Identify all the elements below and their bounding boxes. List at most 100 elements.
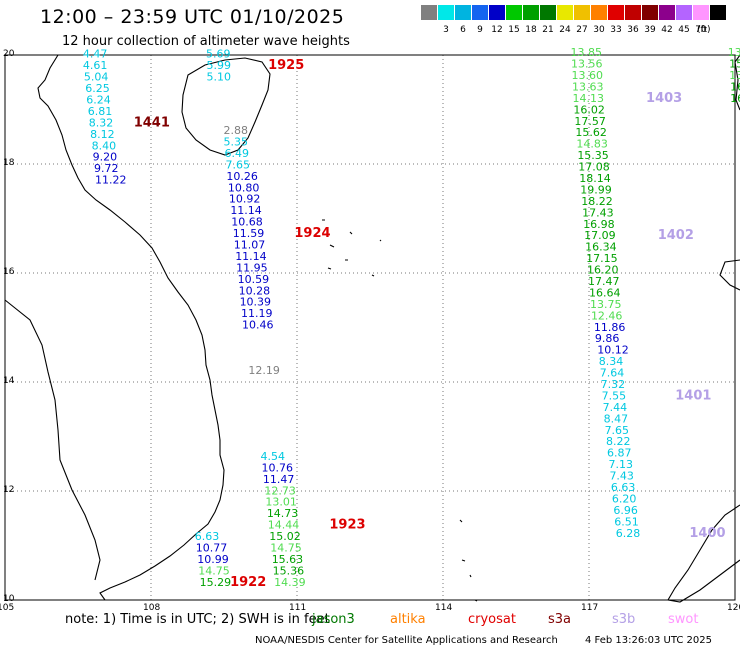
wave-height-label: 10.68	[231, 216, 262, 229]
wave-height-label: 9.72	[94, 162, 119, 175]
coastline	[4, 54, 740, 603]
luzon-south-coastline	[719, 259, 740, 291]
lon-tick-label: 111	[289, 603, 307, 613]
lon-tick-label: 114	[435, 603, 453, 613]
legend-swatch	[455, 5, 471, 20]
pass-time-label: 1400	[689, 526, 725, 541]
wave-height-label: 12.19	[248, 364, 279, 377]
wave-height-label: 5.35	[224, 135, 249, 148]
wave-height-label: 17.15	[586, 252, 618, 265]
credit-line: NOAA/NESDIS Center for Satellite Applica…	[255, 635, 558, 646]
wave-height-label: 7.32	[601, 378, 626, 391]
wave-height-label: 10.28	[239, 284, 271, 297]
pass-time-label: 1922	[230, 575, 266, 590]
wave-height-label: 13.63	[572, 80, 604, 93]
wave-height-label: 2.88	[224, 124, 249, 137]
legend-swatch	[710, 5, 726, 20]
wave-height-label: 17.57	[574, 115, 606, 128]
map-title: 12:00 – 23:59 UTC 01/10/2025	[40, 6, 345, 28]
lat-tick-label: 14	[3, 376, 15, 386]
wave-height-label: 13.01	[265, 496, 297, 509]
legend-label: 27	[576, 25, 588, 35]
wave-height-label: 6.63	[611, 481, 636, 494]
wave-height-label: 7.65	[605, 424, 630, 437]
satellite-name: cryosat	[468, 612, 516, 627]
lat-tick-label: 20	[3, 49, 15, 59]
legend-label: 42	[661, 25, 673, 35]
wave-height-label: 5.99	[206, 59, 231, 72]
wave-height-label: 6.49	[224, 147, 249, 160]
satellite-name: swot	[668, 612, 699, 627]
wave-height-label: 13.	[729, 69, 740, 82]
legend-label: 15	[508, 25, 520, 35]
wave-height-labels: 4.474.615.046.256.246.818.328.128.409.20…	[83, 46, 740, 590]
wave-height-label: 6.51	[614, 515, 639, 528]
wave-height-label: 8.34	[599, 355, 624, 368]
legend-swatch	[625, 5, 641, 20]
wave-height-label: 11.22	[95, 174, 127, 187]
legend-swatch	[693, 5, 709, 20]
wave-height-label: 16.34	[585, 241, 617, 254]
wave-height-label: 16.02	[573, 103, 605, 116]
legend-swatch	[676, 5, 692, 20]
satellite-name: s3b	[612, 612, 636, 627]
wave-height-label: 8.47	[604, 412, 629, 425]
pass-time-label: 1401	[675, 388, 711, 403]
legend-label: 21	[542, 25, 554, 35]
wave-height-label: 11.95	[236, 261, 268, 274]
wave-height-label: 6.63	[195, 530, 220, 543]
wave-height-label: 11.47	[263, 473, 295, 486]
satellite-name: s3a	[548, 612, 572, 627]
spratly-islands	[459, 519, 478, 602]
pass-time-label: 1925	[268, 58, 304, 73]
wave-height-label: 16	[730, 92, 740, 105]
wave-height-label: 17.47	[588, 275, 620, 288]
pass-time-label: 1924	[294, 226, 330, 241]
wave-height-label: 15.29	[200, 576, 232, 589]
wave-height-label: 6.28	[616, 527, 641, 540]
wave-height-label: 15.02	[269, 530, 301, 543]
wave-height-label: 11.14	[230, 204, 262, 217]
wave-height-label: 4.54	[261, 450, 286, 463]
wave-height-label: 12.46	[591, 309, 623, 322]
wave-height-label: 7.65	[225, 158, 250, 171]
pass-time-label: 1403	[646, 91, 682, 106]
hainan-island	[181, 57, 271, 156]
pass-time-label: 1402	[658, 228, 694, 243]
legend-label: 70	[695, 25, 707, 35]
wave-height-label: 13.75	[590, 298, 622, 311]
wave-height-label: 11.86	[594, 321, 626, 334]
wave-height-label: 4.61	[83, 59, 108, 72]
map-frame	[4, 54, 736, 601]
wave-height-label: 6.20	[612, 492, 637, 505]
lon-tick-label: 117	[581, 603, 599, 613]
wave-height-label: 11.07	[234, 238, 266, 251]
wave-height-label: 6.24	[86, 94, 111, 107]
wave-height-label: 5.10	[206, 71, 231, 84]
wave-height-label: 10.80	[228, 181, 259, 194]
wave-height-label: 8.40	[92, 139, 117, 152]
wave-height-label: 15.36	[273, 564, 305, 577]
wave-height-label: 13.56	[571, 58, 603, 71]
lat-tick-label: 12	[3, 485, 15, 495]
wave-height-label: 7.44	[603, 401, 628, 414]
paracel-islands	[322, 219, 382, 277]
wave-height-label: 5.04	[84, 71, 109, 84]
legend-label: 45	[678, 25, 690, 35]
wave-height-label: 10.26	[226, 170, 258, 183]
legend-swatch	[523, 5, 539, 20]
legend-label: 12	[491, 25, 503, 35]
legend-swatch	[472, 5, 488, 20]
satellite-name: jason3	[312, 612, 355, 627]
satellite-name: altika	[390, 612, 426, 627]
wave-height-label: 12.73	[264, 484, 296, 497]
wave-height-label: 17.09	[584, 229, 616, 242]
legend-label: 3	[443, 25, 449, 35]
legend-swatch	[659, 5, 675, 20]
wave-height-label: 17.08	[578, 161, 610, 174]
wave-height-label: 19.99	[580, 183, 612, 196]
wave-height-label: 17.43	[582, 206, 614, 219]
legend-swatch	[608, 5, 624, 20]
legend-unit: (ft)	[697, 25, 711, 35]
wave-height-label: 8.22	[606, 435, 631, 448]
